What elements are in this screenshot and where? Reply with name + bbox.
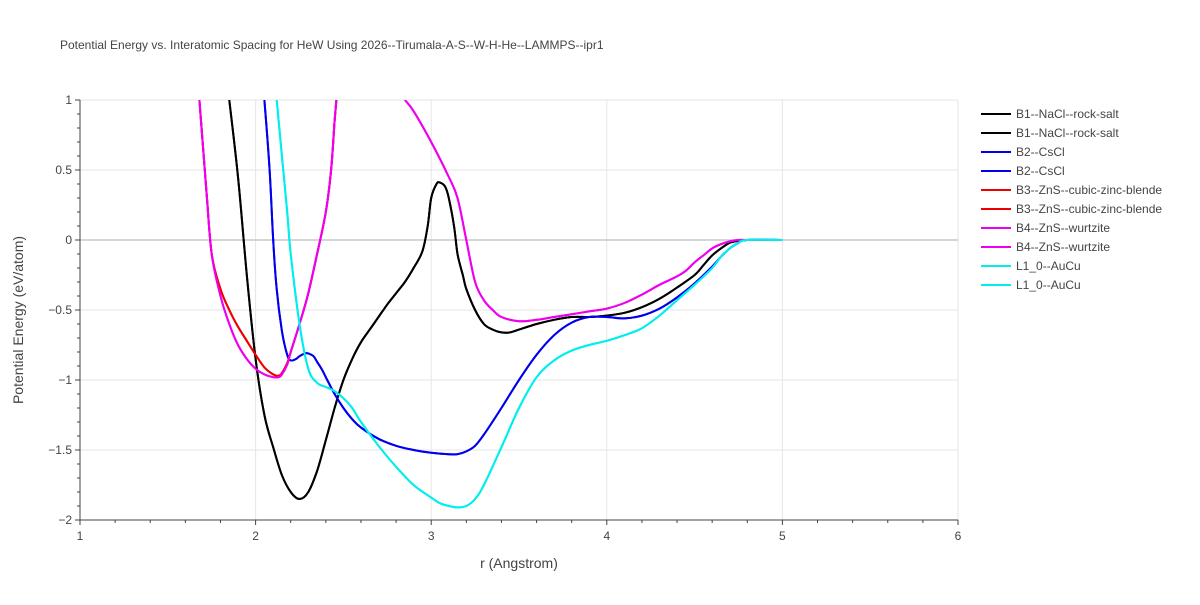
series-layer [198, 100, 783, 509]
y-tick-label: 1 [65, 93, 72, 107]
legend-label: B4--ZnS--wurtzite [1016, 240, 1110, 254]
legend-item[interactable]: B2--CsCl [981, 145, 1065, 159]
legend-label: L1_0--AuCu [1016, 259, 1081, 273]
series-line-8 [198, 100, 783, 379]
y-tick-label: −2 [58, 513, 72, 527]
y-tick-label: −1 [58, 373, 72, 387]
series-line-10 [275, 100, 783, 509]
legend-item[interactable]: B2--CsCl [981, 164, 1065, 178]
legend-label: B1--NaCl--rock-salt [1016, 107, 1119, 121]
x-axis-label: r (Angstrom) [480, 555, 558, 571]
legend-label: B1--NaCl--rock-salt [1016, 126, 1119, 140]
series-line-4 [263, 100, 783, 456]
x-tick-label: 2 [252, 529, 259, 543]
series-line-2 [228, 100, 783, 500]
legend: B1--NaCl--rock-salt B1--NaCl--rock-salt B2… [981, 107, 1162, 292]
x-tick-label: 6 [955, 529, 962, 543]
legend-item[interactable]: B3--ZnS--cubic-zinc-blende [981, 202, 1162, 216]
grid-lines [80, 99, 959, 520]
legend-item[interactable]: B4--ZnS--wurtzite [981, 221, 1110, 235]
axes: 1 2 3 4 5 6 −2 −1.5 −1 −0.5 0 0.5 1 [48, 93, 961, 543]
legend-label: B3--ZnS--cubic-zinc-blende [1016, 202, 1162, 216]
legend-item[interactable]: L1_0--AuCu [981, 259, 1081, 273]
x-tick-label: 3 [428, 529, 435, 543]
x-tick-label: 1 [77, 529, 84, 543]
y-tick-label: −0.5 [48, 303, 72, 317]
series-line-7 [198, 100, 783, 379]
legend-label: B3--ZnS--cubic-zinc-blende [1016, 183, 1162, 197]
y-tick-label: −1.5 [48, 443, 72, 457]
legend-item[interactable]: B4--ZnS--wurtzite [981, 240, 1110, 254]
legend-item[interactable]: B1--NaCl--rock-salt [981, 107, 1119, 121]
legend-item[interactable]: B1--NaCl--rock-salt [981, 126, 1119, 140]
y-axis-label: Potential Energy (eV/atom) [10, 236, 26, 404]
legend-label: B4--ZnS--wurtzite [1016, 221, 1110, 235]
chart-title: Potential Energy vs. Interatomic Spacing… [60, 38, 604, 52]
x-tick-label: 5 [779, 529, 786, 543]
legend-label: L1_0--AuCu [1016, 278, 1081, 292]
y-tick-label: 0.5 [55, 163, 72, 177]
y-tick-label: 0 [65, 233, 72, 247]
x-tick-label: 4 [603, 529, 610, 543]
legend-item[interactable]: B3--ZnS--cubic-zinc-blende [981, 183, 1162, 197]
legend-label: B2--CsCl [1016, 145, 1065, 159]
legend-label: B2--CsCl [1016, 164, 1065, 178]
legend-item[interactable]: L1_0--AuCu [981, 278, 1081, 292]
series-line-9 [275, 100, 783, 509]
